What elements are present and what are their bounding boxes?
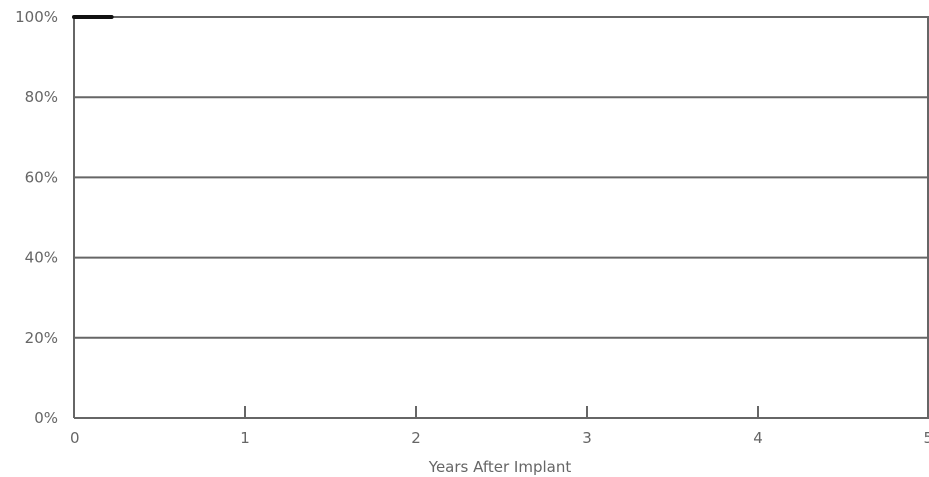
y-tick-label: 60%	[25, 168, 58, 186]
tick-labels: 0% 20% 40% 60% 80% 100% 0 1 2 3 4 5	[15, 8, 929, 447]
axes	[73, 17, 929, 419]
x-axis-title: Years After Implant	[428, 458, 572, 476]
x-tick-label: 4	[753, 429, 763, 447]
x-tick-label: 0	[70, 429, 80, 447]
y-tick-label: 0%	[34, 409, 58, 427]
y-tick-label: 100%	[15, 8, 58, 26]
y-tick-label: 20%	[25, 329, 58, 347]
x-tick-label: 1	[240, 429, 250, 447]
x-tick-label: 3	[582, 429, 592, 447]
grid-lines	[74, 16, 929, 339]
x-tick-label: 5	[923, 429, 929, 447]
x-tick-label: 2	[411, 429, 421, 447]
y-tick-label: 40%	[25, 249, 58, 267]
y-tick-label: 80%	[25, 88, 58, 106]
